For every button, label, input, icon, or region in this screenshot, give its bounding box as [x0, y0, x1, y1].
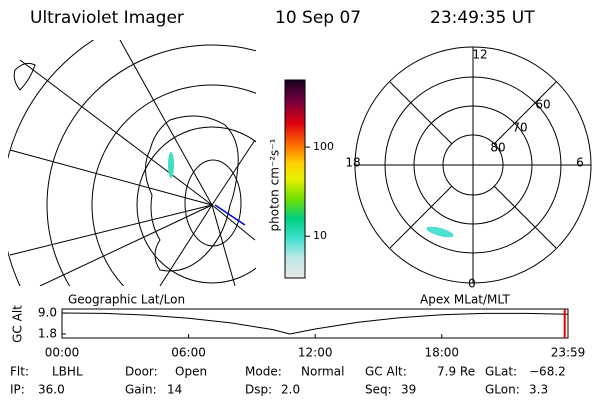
x-tick-label: 23:59	[551, 346, 586, 360]
mlat-label: 70	[512, 121, 527, 135]
status-label: Mode:	[245, 365, 282, 379]
x-tick-label: 18:00	[424, 346, 459, 360]
mlat-label: 80	[490, 141, 505, 155]
colorbar-tick-label: 100	[313, 140, 334, 153]
polar-plot	[354, 46, 592, 284]
mlt-label: 18	[345, 156, 360, 170]
date: 10 Sep 07	[275, 8, 361, 28]
status-label: Flt:	[10, 365, 29, 379]
status-label: GLon:	[485, 383, 520, 397]
x-tick-label: 12:00	[298, 346, 333, 360]
apex-label: Apex MLat/MLT	[420, 293, 510, 307]
orbit-plot: 9.0 1.8 00:00 06:00 12:00 18:00 23:59	[38, 306, 585, 360]
status-label: IP:	[10, 383, 25, 397]
instrument: Ultraviolet Imager	[30, 8, 184, 28]
time: 23:49:35 UT	[430, 8, 535, 28]
status-label: Door:	[125, 365, 158, 379]
status-label: GLat:	[485, 365, 517, 379]
status-label: Seq:	[365, 383, 392, 397]
status-value: 39	[401, 383, 416, 397]
status-value: LBHL	[52, 365, 83, 379]
mlat-label: 60	[535, 98, 550, 112]
status-value: 14	[167, 383, 182, 397]
status-label: GC Alt:	[365, 365, 407, 379]
altitude-curve	[61, 312, 569, 335]
status-label: Gain:	[125, 383, 157, 397]
colorbar	[284, 79, 306, 279]
colorbar-label: photon cm⁻²s⁻¹	[268, 138, 282, 231]
status-value: −68.2	[529, 365, 566, 379]
status-value: 7.9 Re	[437, 365, 475, 379]
geo-map	[8, 40, 256, 286]
status-panel: Flt: LBHL Door: Open Mode: Normal GC Alt: 7.9 R…	[10, 365, 566, 397]
status-value: 3.3	[529, 383, 548, 397]
mlt-label: 6	[576, 156, 584, 170]
x-tick-label: 06:00	[171, 346, 206, 360]
status-value: 36.0	[38, 383, 65, 397]
x-tick-label: 00:00	[45, 346, 80, 360]
colorbar-tick-label: 10	[313, 229, 327, 242]
colorbar-ticks: 10 100	[305, 140, 334, 242]
y-tick-label: 9.0	[38, 306, 57, 320]
status-value: 2.0	[281, 383, 300, 397]
y-tick-label: 1.8	[38, 326, 57, 340]
orbit-ylabel: GC Alt	[11, 305, 25, 343]
status-value: Open	[175, 365, 207, 379]
status-label: Dsp:	[245, 383, 272, 397]
mlt-label: 0	[468, 277, 476, 291]
mlt-label: 12	[472, 48, 487, 62]
geo-label: Geographic Lat/Lon	[68, 293, 185, 307]
status-value: Normal	[301, 365, 344, 379]
